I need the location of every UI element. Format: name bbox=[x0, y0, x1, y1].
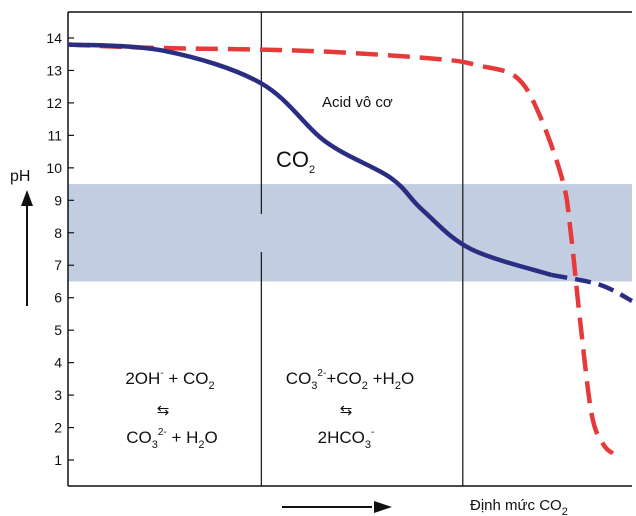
y-tick-label: 11 bbox=[47, 127, 62, 143]
x-axis-arrowhead bbox=[374, 501, 392, 513]
series-label-acid: Acid vô cơ bbox=[322, 94, 393, 111]
y-tick-label: 9 bbox=[54, 192, 62, 208]
region1-equilibrium-arrow: ⇆ bbox=[157, 402, 170, 419]
y-tick-label: 3 bbox=[54, 387, 62, 403]
y-tick-label: 2 bbox=[54, 420, 62, 436]
ph-band bbox=[68, 184, 632, 282]
y-axis-arrowhead bbox=[21, 190, 33, 206]
y-tick-label: 14 bbox=[46, 30, 62, 46]
y-tick-label: 4 bbox=[54, 355, 62, 371]
y-tick-label: 1 bbox=[54, 452, 62, 468]
series-line-co2 bbox=[67, 42, 553, 278]
y-tick-label: 5 bbox=[54, 322, 62, 338]
x-axis-label: Định mức CO2 bbox=[470, 497, 568, 516]
region1-equation-top: 2OH-​ + CO2​ bbox=[125, 368, 214, 392]
region2-equation-top: CO32-​+CO2​ +H2​O bbox=[286, 368, 414, 392]
y-tick-label: 7 bbox=[54, 257, 62, 273]
y-tick-label: 10 bbox=[46, 160, 62, 176]
y-tick-label: 6 bbox=[54, 290, 62, 306]
y-tick-label: 8 bbox=[54, 225, 62, 241]
region2-equation-bottom: 2HCO3-​ bbox=[318, 427, 375, 451]
series-line-acid bbox=[67, 42, 615, 456]
series-line-co2-extension bbox=[550, 272, 634, 303]
region1-equation-bottom: CO32-​ + H2​O bbox=[126, 427, 218, 451]
y-tick-label: 13 bbox=[46, 62, 62, 78]
region2-equilibrium-arrow: ⇆ bbox=[340, 402, 353, 419]
series-label-co2: CO2 bbox=[276, 147, 315, 176]
y-axis-label: pH bbox=[10, 168, 30, 185]
y-tick-label: 12 bbox=[46, 95, 62, 111]
